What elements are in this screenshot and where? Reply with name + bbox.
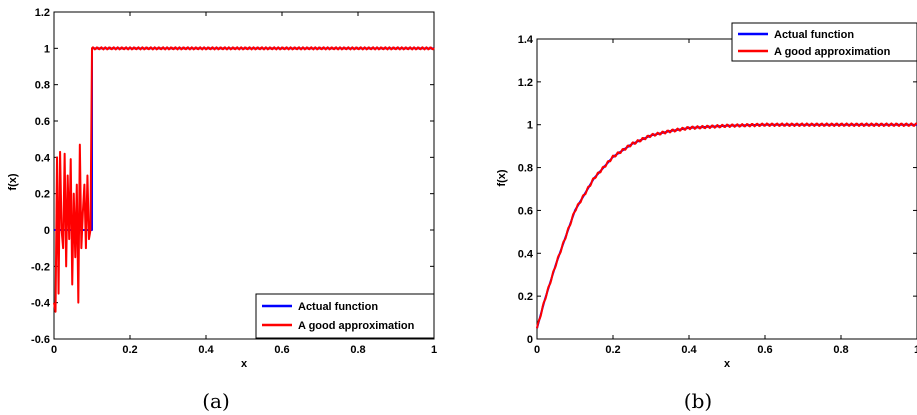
series-line-approximation bbox=[536, 122, 917, 329]
x-tick-label: 0.4 bbox=[198, 344, 214, 356]
legend-label-approx: A good approximation bbox=[774, 46, 891, 58]
x-tick-label: 0.4 bbox=[681, 344, 697, 356]
y-tick-label: 0.4 bbox=[518, 248, 534, 260]
x-tick-label: 0.6 bbox=[757, 344, 772, 356]
y-ticks: -0.6 -0.4 -0.2 0 0.2 0.4 0.6 0.8 1 1.2 bbox=[31, 7, 434, 346]
legend-box bbox=[731, 22, 917, 62]
x-axis-label: x bbox=[241, 358, 248, 370]
legend-label-approx: A good approximation bbox=[298, 320, 415, 332]
y-tick-label: 1.4 bbox=[518, 34, 534, 46]
y-tick-label: 0.8 bbox=[35, 80, 50, 92]
series-line-approximation bbox=[53, 46, 435, 313]
legend: Actual function A good approximation bbox=[731, 22, 917, 62]
y-ticks: 0 0.2 0.4 0.6 0.8 1 1.2 1.4 bbox=[518, 34, 917, 346]
x-tick-label: 0.8 bbox=[350, 344, 365, 356]
panel-a: -0.6 -0.4 -0.2 0 0.2 0.4 0.6 0.8 1 1.2 0 0.2 0.4 0.6… bbox=[7, 7, 437, 413]
y-tick-label: 0.6 bbox=[518, 205, 533, 217]
y-tick-label: -0.4 bbox=[31, 298, 51, 310]
series-group bbox=[53, 46, 435, 313]
y-tick-label: 0.4 bbox=[35, 152, 51, 164]
legend-label-actual: Actual function bbox=[298, 301, 378, 313]
y-tick-label: -0.2 bbox=[31, 261, 50, 273]
series-group bbox=[536, 122, 917, 329]
x-ticks: 0 0.2 0.4 0.6 0.8 1 bbox=[51, 12, 437, 356]
y-tick-label: 0.2 bbox=[518, 291, 533, 303]
plot-area bbox=[53, 11, 435, 340]
y-axis-label: f(x) bbox=[496, 169, 508, 186]
panel-b: 0 0.2 0.4 0.6 0.8 1 1.2 1.4 0 0.2 0.4 0.6 0.8 1 x f(… bbox=[496, 22, 917, 413]
y-tick-label: 0.6 bbox=[35, 116, 50, 128]
panel-caption: (a) bbox=[202, 389, 230, 413]
y-tick-label: 1.2 bbox=[35, 7, 50, 19]
y-tick-label: 0.8 bbox=[518, 163, 533, 175]
y-tick-label: 0.2 bbox=[35, 189, 50, 201]
y-tick-label: 0 bbox=[44, 225, 50, 237]
y-tick-label: 1.2 bbox=[518, 77, 533, 89]
x-tick-label: 1 bbox=[914, 344, 917, 356]
y-tick-label: 1 bbox=[527, 120, 533, 132]
plot-area bbox=[536, 38, 917, 340]
x-tick-label: 1 bbox=[431, 344, 437, 356]
x-tick-label: 0 bbox=[534, 344, 540, 356]
legend: Actual function A good approximation bbox=[255, 293, 435, 339]
y-tick-label: 0 bbox=[527, 334, 533, 346]
x-tick-label: 0.6 bbox=[274, 344, 289, 356]
x-tick-label: 0.2 bbox=[122, 344, 137, 356]
legend-label-actual: Actual function bbox=[774, 29, 854, 41]
x-axis-label: x bbox=[724, 358, 731, 370]
y-tick-label: 1 bbox=[44, 43, 50, 55]
x-tick-label: 0 bbox=[51, 344, 57, 356]
legend-box bbox=[255, 293, 435, 339]
x-tick-label: 0.2 bbox=[605, 344, 620, 356]
panel-caption: (b) bbox=[684, 389, 712, 413]
x-tick-label: 0.8 bbox=[833, 344, 848, 356]
y-axis-label: f(x) bbox=[7, 173, 19, 190]
y-tick-label: -0.6 bbox=[31, 334, 50, 346]
